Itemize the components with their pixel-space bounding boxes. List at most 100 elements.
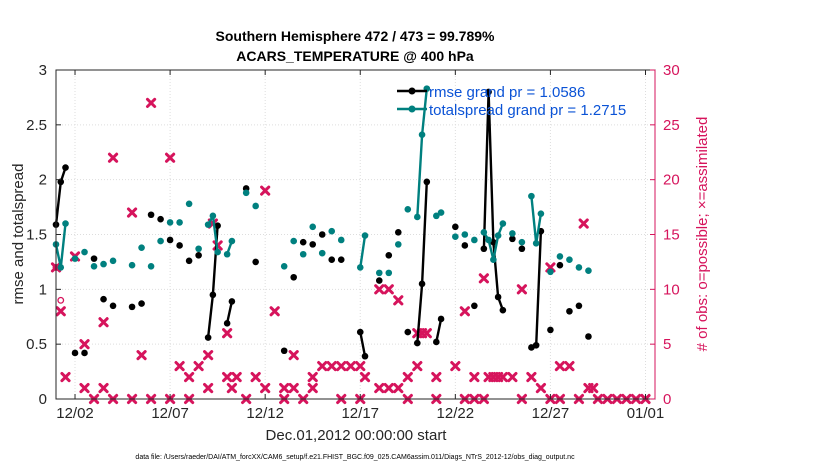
point-rmse: [109, 302, 117, 310]
obs-assimilated-point: [516, 284, 527, 295]
point-rmse: [204, 334, 212, 341]
point-spread: [414, 213, 421, 221]
point-rmse: [214, 222, 221, 230]
point-spread: [556, 253, 564, 260]
point-rmse: [532, 341, 540, 349]
obs-assimilated-point: [231, 371, 242, 383]
point-rmse: [138, 300, 145, 307]
legend-item-spread: totalspread grand pr = 1.2715: [397, 102, 626, 119]
point-spread: [461, 231, 469, 238]
point-spread: [90, 263, 98, 270]
point-spread: [290, 237, 297, 245]
point-spread: [575, 264, 583, 271]
point-spread: [252, 202, 259, 210]
point-spread: [361, 232, 369, 239]
obs-assimilated-point: [288, 382, 299, 394]
point-rmse: [290, 273, 297, 281]
point-spread: [204, 221, 212, 228]
point-spread: [566, 256, 573, 264]
obs-assimilated-point: [554, 361, 566, 372]
point-rmse: [147, 211, 155, 219]
point-rmse: [452, 223, 459, 231]
point-spread: [299, 250, 307, 258]
obs-assimilated-point: [250, 371, 261, 383]
obs-assimilated-point: [126, 207, 138, 218]
point-spread: [214, 248, 221, 256]
obs-assimilated-point: [564, 361, 575, 372]
point-rmse: [423, 178, 431, 186]
obs-assimilated-point: [184, 371, 195, 383]
obs-assimilated-point: [226, 382, 237, 394]
obs-assimilated-point: [260, 382, 271, 394]
x-tick-label: 12/17: [341, 405, 379, 422]
point-rmse: [385, 252, 393, 259]
point-spread: [228, 237, 236, 245]
y-tick-label-left: 0: [39, 391, 47, 408]
legend-marker-spread: [408, 105, 416, 113]
point-rmse: [337, 256, 345, 264]
point-spread: [385, 269, 393, 277]
y-tick-label-left: 2: [39, 172, 47, 189]
point-rmse: [566, 307, 573, 315]
obs-assimilated-point: [359, 371, 371, 383]
point-rmse: [252, 258, 259, 266]
point-spread: [356, 264, 364, 271]
point-rmse: [100, 295, 107, 303]
series-line-rmse: [359, 331, 367, 357]
point-rmse: [461, 242, 469, 249]
obs-assimilated-point: [107, 152, 119, 163]
point-rmse: [361, 352, 369, 360]
x-tick-label: 12/02: [56, 405, 94, 422]
y-tick-label-right: 0: [663, 391, 671, 408]
point-rmse: [309, 241, 317, 248]
obs-assimilated-point: [535, 382, 547, 394]
point-spread: [337, 236, 345, 244]
point-rmse: [404, 328, 412, 336]
point-rmse: [90, 255, 98, 262]
point-spread: [176, 219, 183, 226]
point-rmse: [318, 231, 326, 238]
point-spread: [433, 212, 440, 220]
obs-assimilated-point: [526, 371, 537, 383]
point-spread: [147, 263, 155, 270]
y-tick-label-left: 1.5: [26, 227, 47, 244]
obs-assimilated-point: [145, 97, 157, 108]
point-rmse: [185, 257, 193, 265]
point-rmse: [62, 164, 69, 171]
point-spread: [62, 220, 69, 227]
obs-assimilated-point: [222, 328, 233, 339]
point-spread: [328, 227, 336, 235]
obs-assimilated-point: [374, 284, 385, 295]
y-tick-label-left: 1: [39, 281, 47, 298]
point-spread: [404, 205, 412, 213]
x-tick-label: 12/27: [532, 405, 570, 422]
obs-assimilated-point: [164, 152, 176, 163]
point-rmse: [480, 245, 488, 253]
point-spread: [280, 263, 288, 270]
point-rmse: [328, 256, 336, 264]
legend-label-spread: totalspread grand pr = 1.2715: [429, 102, 626, 119]
obs-assimilated-point: [383, 284, 394, 295]
point-rmse: [556, 261, 564, 269]
point-rmse: [547, 326, 554, 334]
obs-assimilated-point: [174, 361, 185, 372]
obs-assimilated-point: [393, 382, 404, 394]
obs-assimilated-point: [412, 361, 423, 372]
point-spread: [185, 200, 193, 208]
obs-assimilated-point: [55, 306, 66, 317]
point-spread: [157, 237, 164, 245]
point-spread: [71, 255, 79, 262]
point-spread: [480, 229, 488, 236]
point-spread: [547, 268, 554, 276]
y-tick-label-right: 20: [663, 172, 680, 189]
point-rmse: [375, 277, 383, 284]
point-rmse: [71, 349, 79, 357]
point-spread: [81, 248, 88, 256]
obs-assimilated-point: [136, 350, 147, 361]
obs-assimilated-point: [98, 382, 109, 394]
obs-assimilated-point: [459, 306, 470, 317]
obs-assimilated-point: [431, 371, 442, 383]
y-tick-label-right: 30: [663, 62, 680, 79]
point-spread: [209, 212, 217, 220]
obs-assimilated-point: [79, 339, 90, 350]
